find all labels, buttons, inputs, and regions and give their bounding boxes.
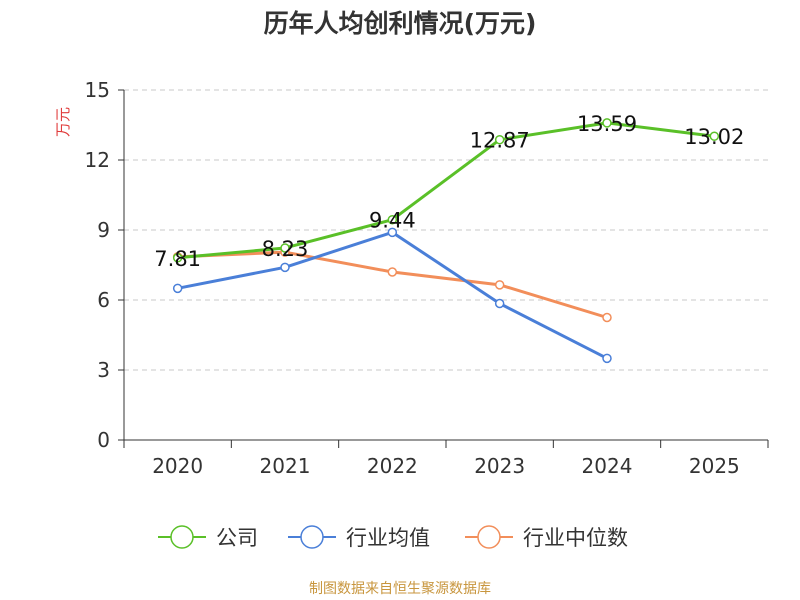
y-tick-label: 9 — [97, 218, 110, 242]
x-tick-label: 2024 — [582, 454, 633, 478]
y-tick-label: 15 — [85, 78, 110, 102]
x-tick-label: 2023 — [474, 454, 525, 478]
data-point — [280, 262, 290, 273]
data-label: 13.59 — [577, 112, 637, 136]
legend-label: 公司 — [216, 526, 258, 550]
data-label: 8.23 — [262, 237, 309, 261]
data-label: 13.02 — [684, 125, 744, 149]
x-tick-label: 2020 — [152, 454, 203, 478]
chart-title: 历年人均创利情况(万元) — [263, 9, 537, 38]
data-label: 9.44 — [369, 209, 416, 233]
data-point — [494, 298, 505, 309]
data-point — [172, 283, 183, 294]
data-point — [709, 131, 720, 141]
data-point — [602, 353, 612, 364]
legend-marker — [170, 525, 194, 549]
legend-marker — [300, 525, 324, 549]
data-point — [494, 280, 505, 290]
series-line — [177, 250, 608, 319]
x-tick-label: 2022 — [367, 454, 418, 478]
y-axis-label: 万元 — [54, 107, 72, 137]
data-label: 12.87 — [470, 129, 530, 153]
source-note: 制图数据来自恒生聚源数据库 — [309, 581, 491, 597]
y-tick-label: 12 — [85, 148, 110, 172]
legend-label: 行业均值 — [346, 526, 430, 550]
data-label: 7.81 — [154, 247, 201, 271]
y-tick-label: 0 — [97, 428, 110, 452]
x-tick-label: 2025 — [689, 454, 740, 478]
data-point — [172, 253, 183, 263]
series-line — [177, 121, 715, 260]
x-tick-label: 2021 — [260, 454, 311, 478]
legend-label: 行业中位数 — [523, 526, 628, 550]
data-point — [387, 267, 398, 277]
y-tick-label: 6 — [97, 288, 110, 312]
data-point — [494, 134, 505, 145]
y-tick-label: 3 — [97, 358, 110, 382]
data-point — [387, 227, 398, 238]
legend-marker — [477, 525, 501, 549]
data-point — [280, 243, 290, 253]
data-point — [602, 312, 612, 323]
data-point — [602, 118, 612, 128]
data-point — [387, 214, 398, 225]
